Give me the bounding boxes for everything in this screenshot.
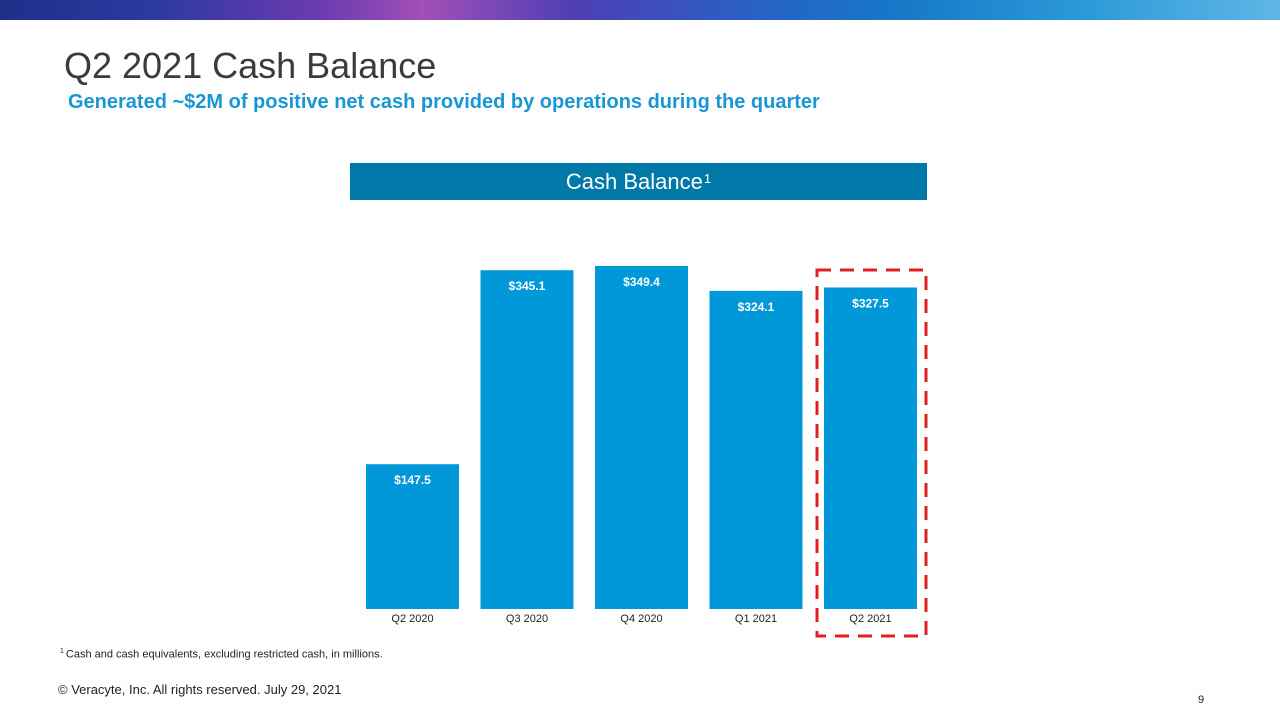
chart-title-footnote-marker: 1 <box>703 171 712 186</box>
page-number: 9 <box>1198 694 1205 706</box>
bar-value-label: $327.5 <box>852 296 889 310</box>
decorative-banner <box>0 0 1280 20</box>
bar-value-label: $147.5 <box>394 473 431 487</box>
page-subtitle: Generated ~$2M of positive net cash prov… <box>68 91 820 113</box>
bar-q4-2020 <box>595 266 688 609</box>
bar-q3-2020 <box>480 270 574 609</box>
bar-value-label: $349.4 <box>623 275 660 289</box>
footnote-text: Cash and cash equivalents, excluding res… <box>65 648 383 661</box>
x-tick-label: Q1 2021 <box>735 613 777 625</box>
bar-q1-2021 <box>709 290 803 609</box>
x-tick-label: Q2 2020 <box>391 613 433 625</box>
footnote-marker: 1 <box>60 648 64 655</box>
bar-value-label: $324.1 <box>738 300 775 314</box>
page-title: Q2 2021 Cash Balance <box>64 45 437 86</box>
bar-value-label: $345.1 <box>509 279 546 293</box>
highlight-box <box>815 268 928 638</box>
bar-q2-2021 <box>824 287 917 609</box>
chart-title: Cash Balance <box>565 168 703 194</box>
bar-q2-2020 <box>366 464 459 609</box>
chart-title-bar: Cash Balance 1 <box>350 163 927 200</box>
x-tick-label: Q3 2020 <box>506 613 548 625</box>
copyright-notice: © Veracyte, Inc. All rights reserved. Ju… <box>58 682 342 697</box>
footnote: 1 Cash and cash equivalents, excluding re… <box>60 648 383 661</box>
x-tick-label: Q4 2020 <box>620 613 662 625</box>
x-tick-label: Q2 2021 <box>849 613 891 625</box>
